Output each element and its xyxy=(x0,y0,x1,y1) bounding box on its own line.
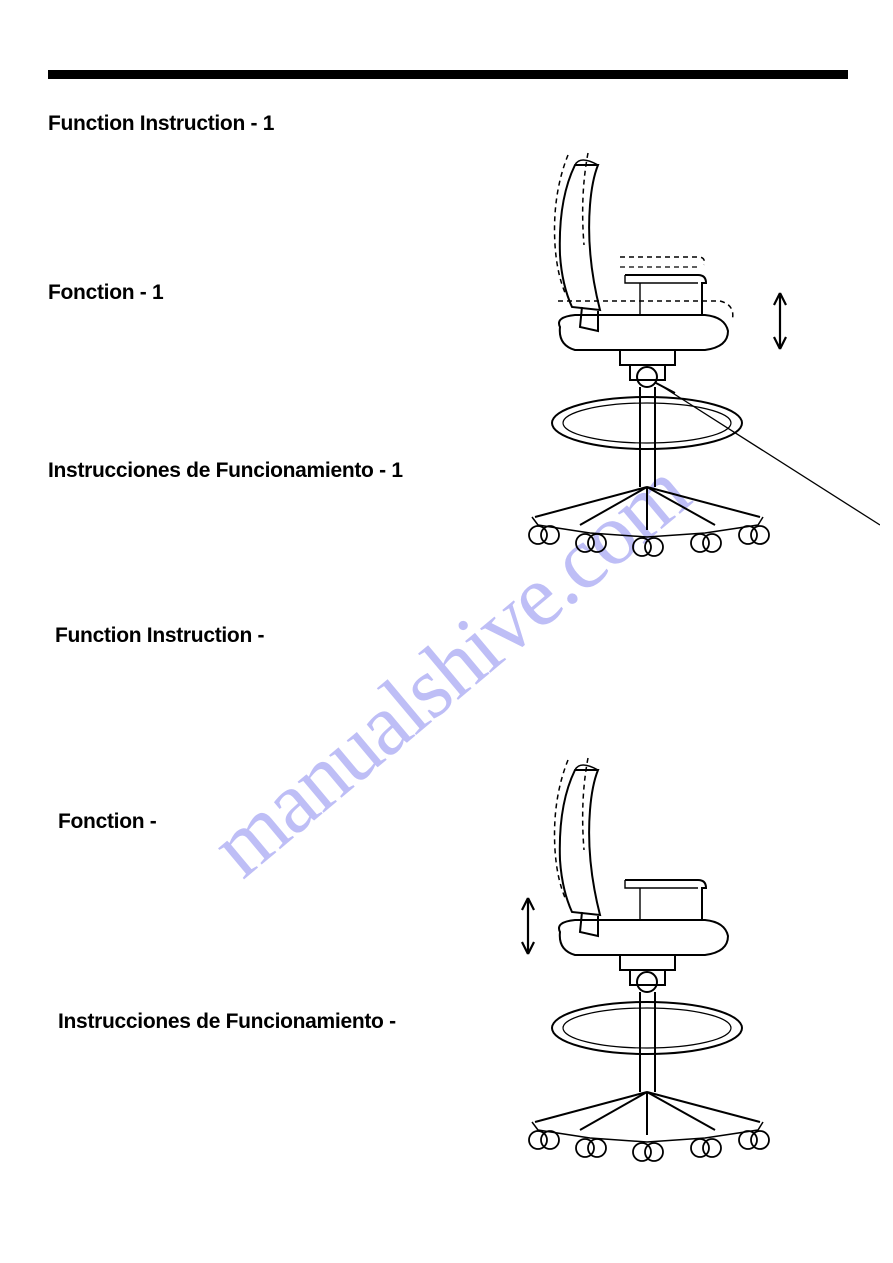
section1-heading-es: Instrucciones de Funcionamiento - 1 xyxy=(48,459,403,483)
section1-heading-en: Function Instruction - 1 xyxy=(48,112,274,136)
section2-heading-fr: Fonction - xyxy=(58,810,156,834)
chair-diagram-2 xyxy=(480,750,880,1180)
section2-heading-es: Instrucciones de Funcionamiento - xyxy=(58,1010,396,1034)
top-horizontal-rule xyxy=(48,70,848,79)
section2-heading-en: Function Instruction - xyxy=(55,624,264,648)
chair-diagram-1 xyxy=(480,145,880,575)
section1-heading-fr: Fonction - 1 xyxy=(48,281,163,305)
